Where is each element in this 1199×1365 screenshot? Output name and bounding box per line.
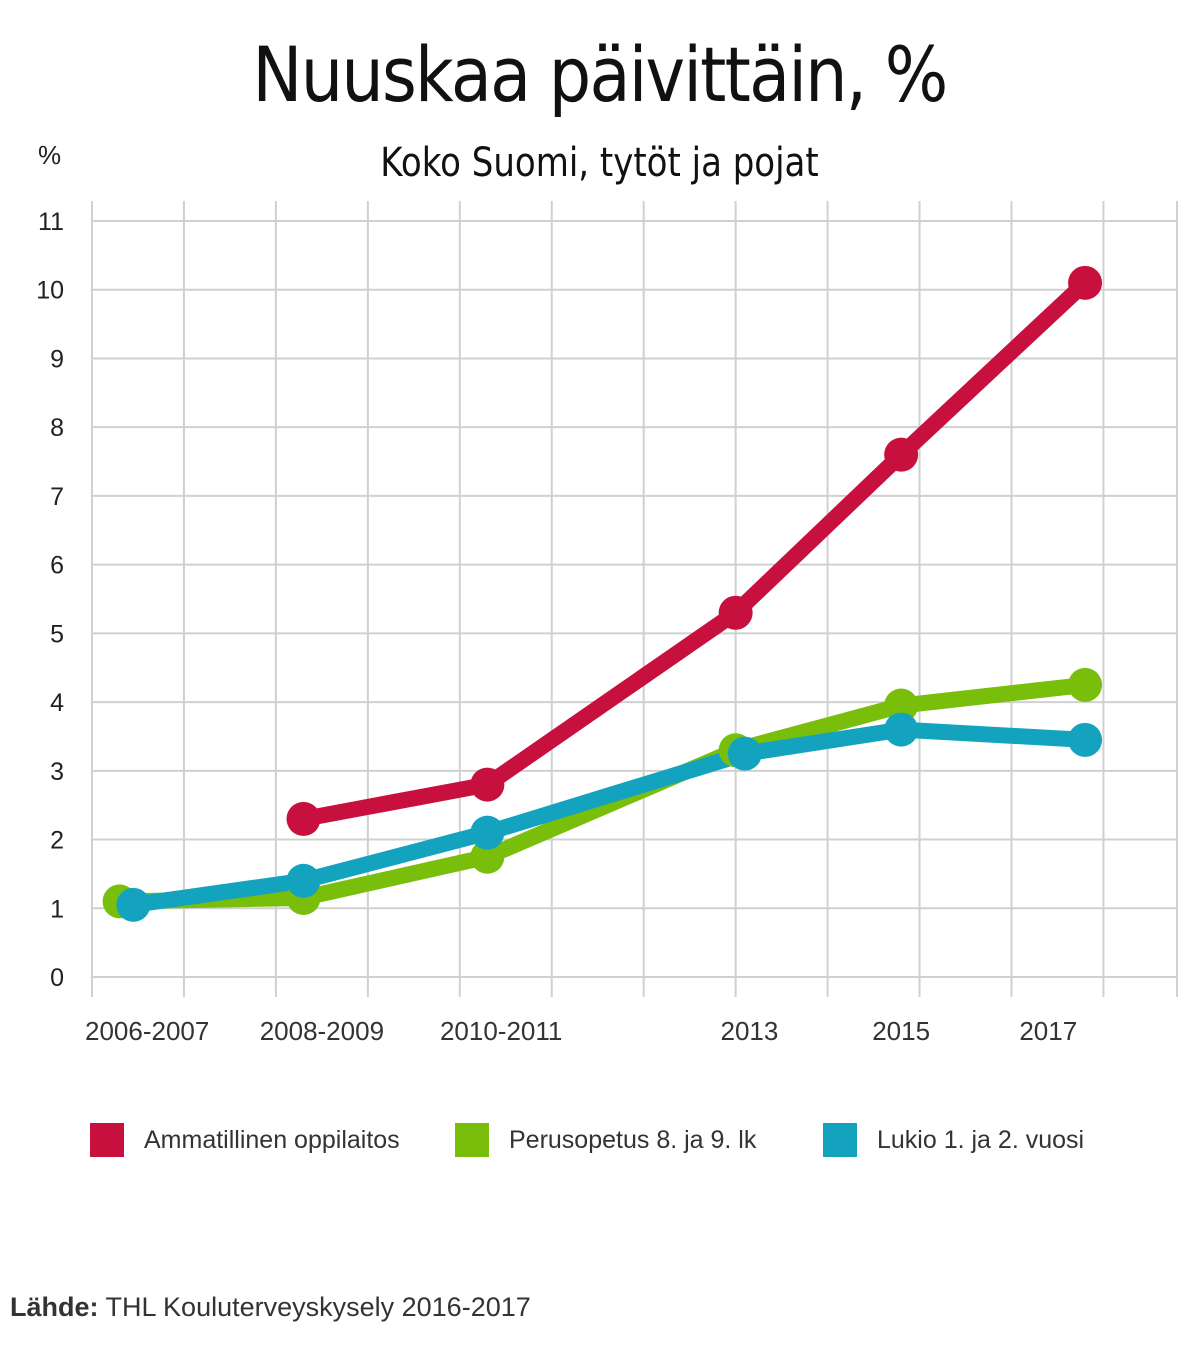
source-label: Lähde:: [10, 1292, 99, 1322]
chart-title: Nuuskaa päivittäin, %: [252, 30, 948, 119]
legend: Ammatillinen oppilaitos Perusopetus 8. ja…: [90, 1122, 1170, 1162]
data-point: [1068, 667, 1103, 702]
y-tick-label: 0: [50, 964, 64, 992]
data-point: [286, 801, 321, 836]
legend-item: Perusopetus 8. ja 9. lk: [455, 1122, 756, 1158]
x-tick-label: 2017: [1019, 1016, 1077, 1046]
data-point: [116, 887, 151, 922]
data-point: [884, 437, 919, 472]
y-tick-labels: 0 1 2 3 4 5 6 7 8 9 10 11: [36, 208, 64, 992]
chart-subtitle: Koko Suomi, tytöt ja pojat: [380, 140, 819, 186]
series-lines: [111, 274, 1094, 913]
y-tick-label: 5: [50, 620, 64, 648]
y-tick-label: 10: [36, 277, 64, 305]
y-tick-label: 4: [50, 689, 64, 717]
y-tick-label: 6: [50, 552, 64, 580]
data-point: [470, 767, 505, 802]
source-text: THL Kouluterveyskysely 2016-2017: [105, 1292, 531, 1322]
legend-swatch: [90, 1123, 124, 1157]
x-tick-label: 2013: [721, 1016, 779, 1046]
x-tick-label: 2008-2009: [260, 1016, 384, 1046]
legend-label: Lukio 1. ja 2. vuosi: [877, 1125, 1085, 1154]
y-tick-label: 1: [50, 895, 64, 923]
y-axis-unit-label: %: [38, 140, 62, 170]
y-tick-label: 11: [38, 208, 64, 236]
y-tick-label: 7: [50, 483, 64, 511]
line-chart: 0 1 2 3 4 5 6 7 8 9 10 11 2006-2007 2008-2009 2010-20…: [36, 201, 1178, 1046]
x-tick-labels: 2006-2007 2008-2009 2010-2011 2013 2015 2017: [85, 1016, 1077, 1046]
x-tick-label: 2006-2007: [85, 1016, 209, 1046]
y-tick-label: 9: [50, 345, 64, 373]
y-tick-label: 2: [50, 827, 64, 855]
legend-item: Ammatillinen oppilaitos: [90, 1122, 400, 1158]
source-note: Lähde: THL Kouluterveyskysely 2016-2017: [10, 1292, 531, 1323]
legend-item: Lukio 1. ja 2. vuosi: [823, 1122, 1084, 1158]
legend-swatch: [455, 1123, 489, 1157]
y-tick-label: 3: [50, 758, 64, 786]
legend-swatch: [823, 1123, 857, 1157]
data-point: [727, 736, 762, 771]
data-point: [470, 839, 505, 874]
data-point: [1068, 722, 1103, 757]
legend-label: Perusopetus 8. ja 9. lk: [509, 1125, 757, 1154]
series-line: [111, 676, 1094, 910]
series-line: [125, 721, 1094, 913]
series-points: [102, 265, 1103, 922]
data-point: [286, 863, 321, 898]
legend-label: Ammatillinen oppilaitos: [144, 1125, 400, 1154]
data-point: [470, 815, 505, 850]
grid-lines: [91, 201, 1178, 997]
x-tick-label: 2010-2011: [440, 1016, 562, 1046]
data-point: [884, 688, 919, 723]
data-point: [718, 595, 753, 630]
data-point: [884, 712, 919, 747]
y-tick-label: 8: [50, 414, 64, 442]
data-point: [1068, 265, 1103, 300]
x-tick-label: 2015: [872, 1016, 930, 1046]
